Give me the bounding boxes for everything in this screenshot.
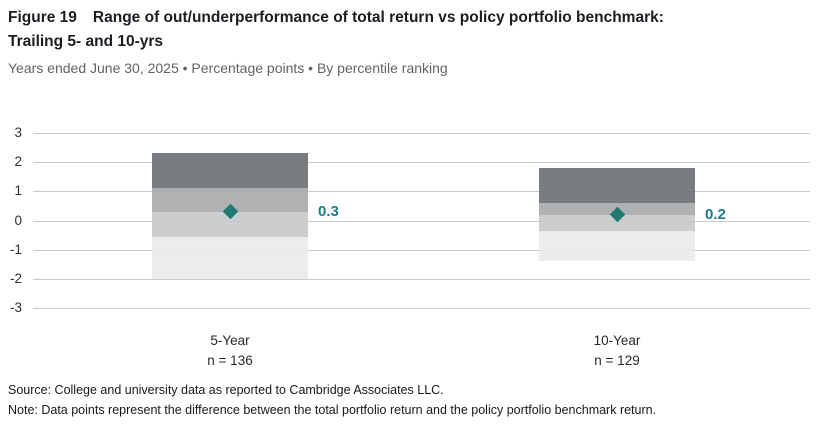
- median-value-label: 0.3: [318, 202, 339, 220]
- chart-title-row: Figure 19 Range of out/underperformance o…: [8, 6, 664, 30]
- percentile-band: [152, 153, 308, 189]
- gridline: [33, 162, 810, 164]
- percentile-band: [152, 236, 308, 279]
- gridline: [33, 308, 810, 309]
- y-axis-tick-label: 2: [14, 154, 22, 170]
- chart-title: Range of out/underperformance of total r…: [92, 9, 664, 26]
- sample-size-label: n = 129: [594, 353, 640, 368]
- gridline: [33, 191, 810, 193]
- chart-header: Figure 19 Range of out/underperformance o…: [8, 6, 664, 78]
- gridline: [33, 220, 810, 222]
- source-note: Source: College and university data as r…: [8, 383, 444, 397]
- y-axis-tick-label: 0: [14, 212, 22, 228]
- y-axis-tick-label: 3: [14, 125, 22, 140]
- gridline: [33, 133, 810, 134]
- sample-size-label: n = 136: [207, 353, 253, 368]
- y-axis-tick-label: -1: [9, 241, 22, 257]
- chart-footer: Source: College and university data as r…: [8, 380, 656, 420]
- percentile-band: [539, 230, 695, 262]
- plot-area: 0.3 0.2: [33, 133, 810, 309]
- gridline: [33, 249, 810, 251]
- y-axis-tick-label: -3: [9, 300, 22, 315]
- figure-label: Figure 19: [8, 9, 77, 26]
- y-axis-tick-label: 1: [14, 183, 22, 199]
- percentile-band: [152, 188, 308, 212]
- methodology-note: Note: Data points represent the differen…: [8, 403, 657, 417]
- median-value-label: 0.2: [705, 205, 726, 223]
- category-label: 10-Year: [593, 333, 641, 348]
- percentile-range-bar: [152, 153, 308, 279]
- category-label: 5-Year: [210, 333, 250, 348]
- percentile-band: [539, 214, 695, 231]
- gridline: [33, 278, 810, 280]
- chart-title-line2: Trailing 5- and 10-yrs: [8, 33, 164, 50]
- y-axis-tick-label: -2: [9, 270, 22, 286]
- percentile-band: [539, 168, 695, 203]
- chart-subtitle: Years ended June 30, 2025 • Percentage p…: [8, 60, 448, 76]
